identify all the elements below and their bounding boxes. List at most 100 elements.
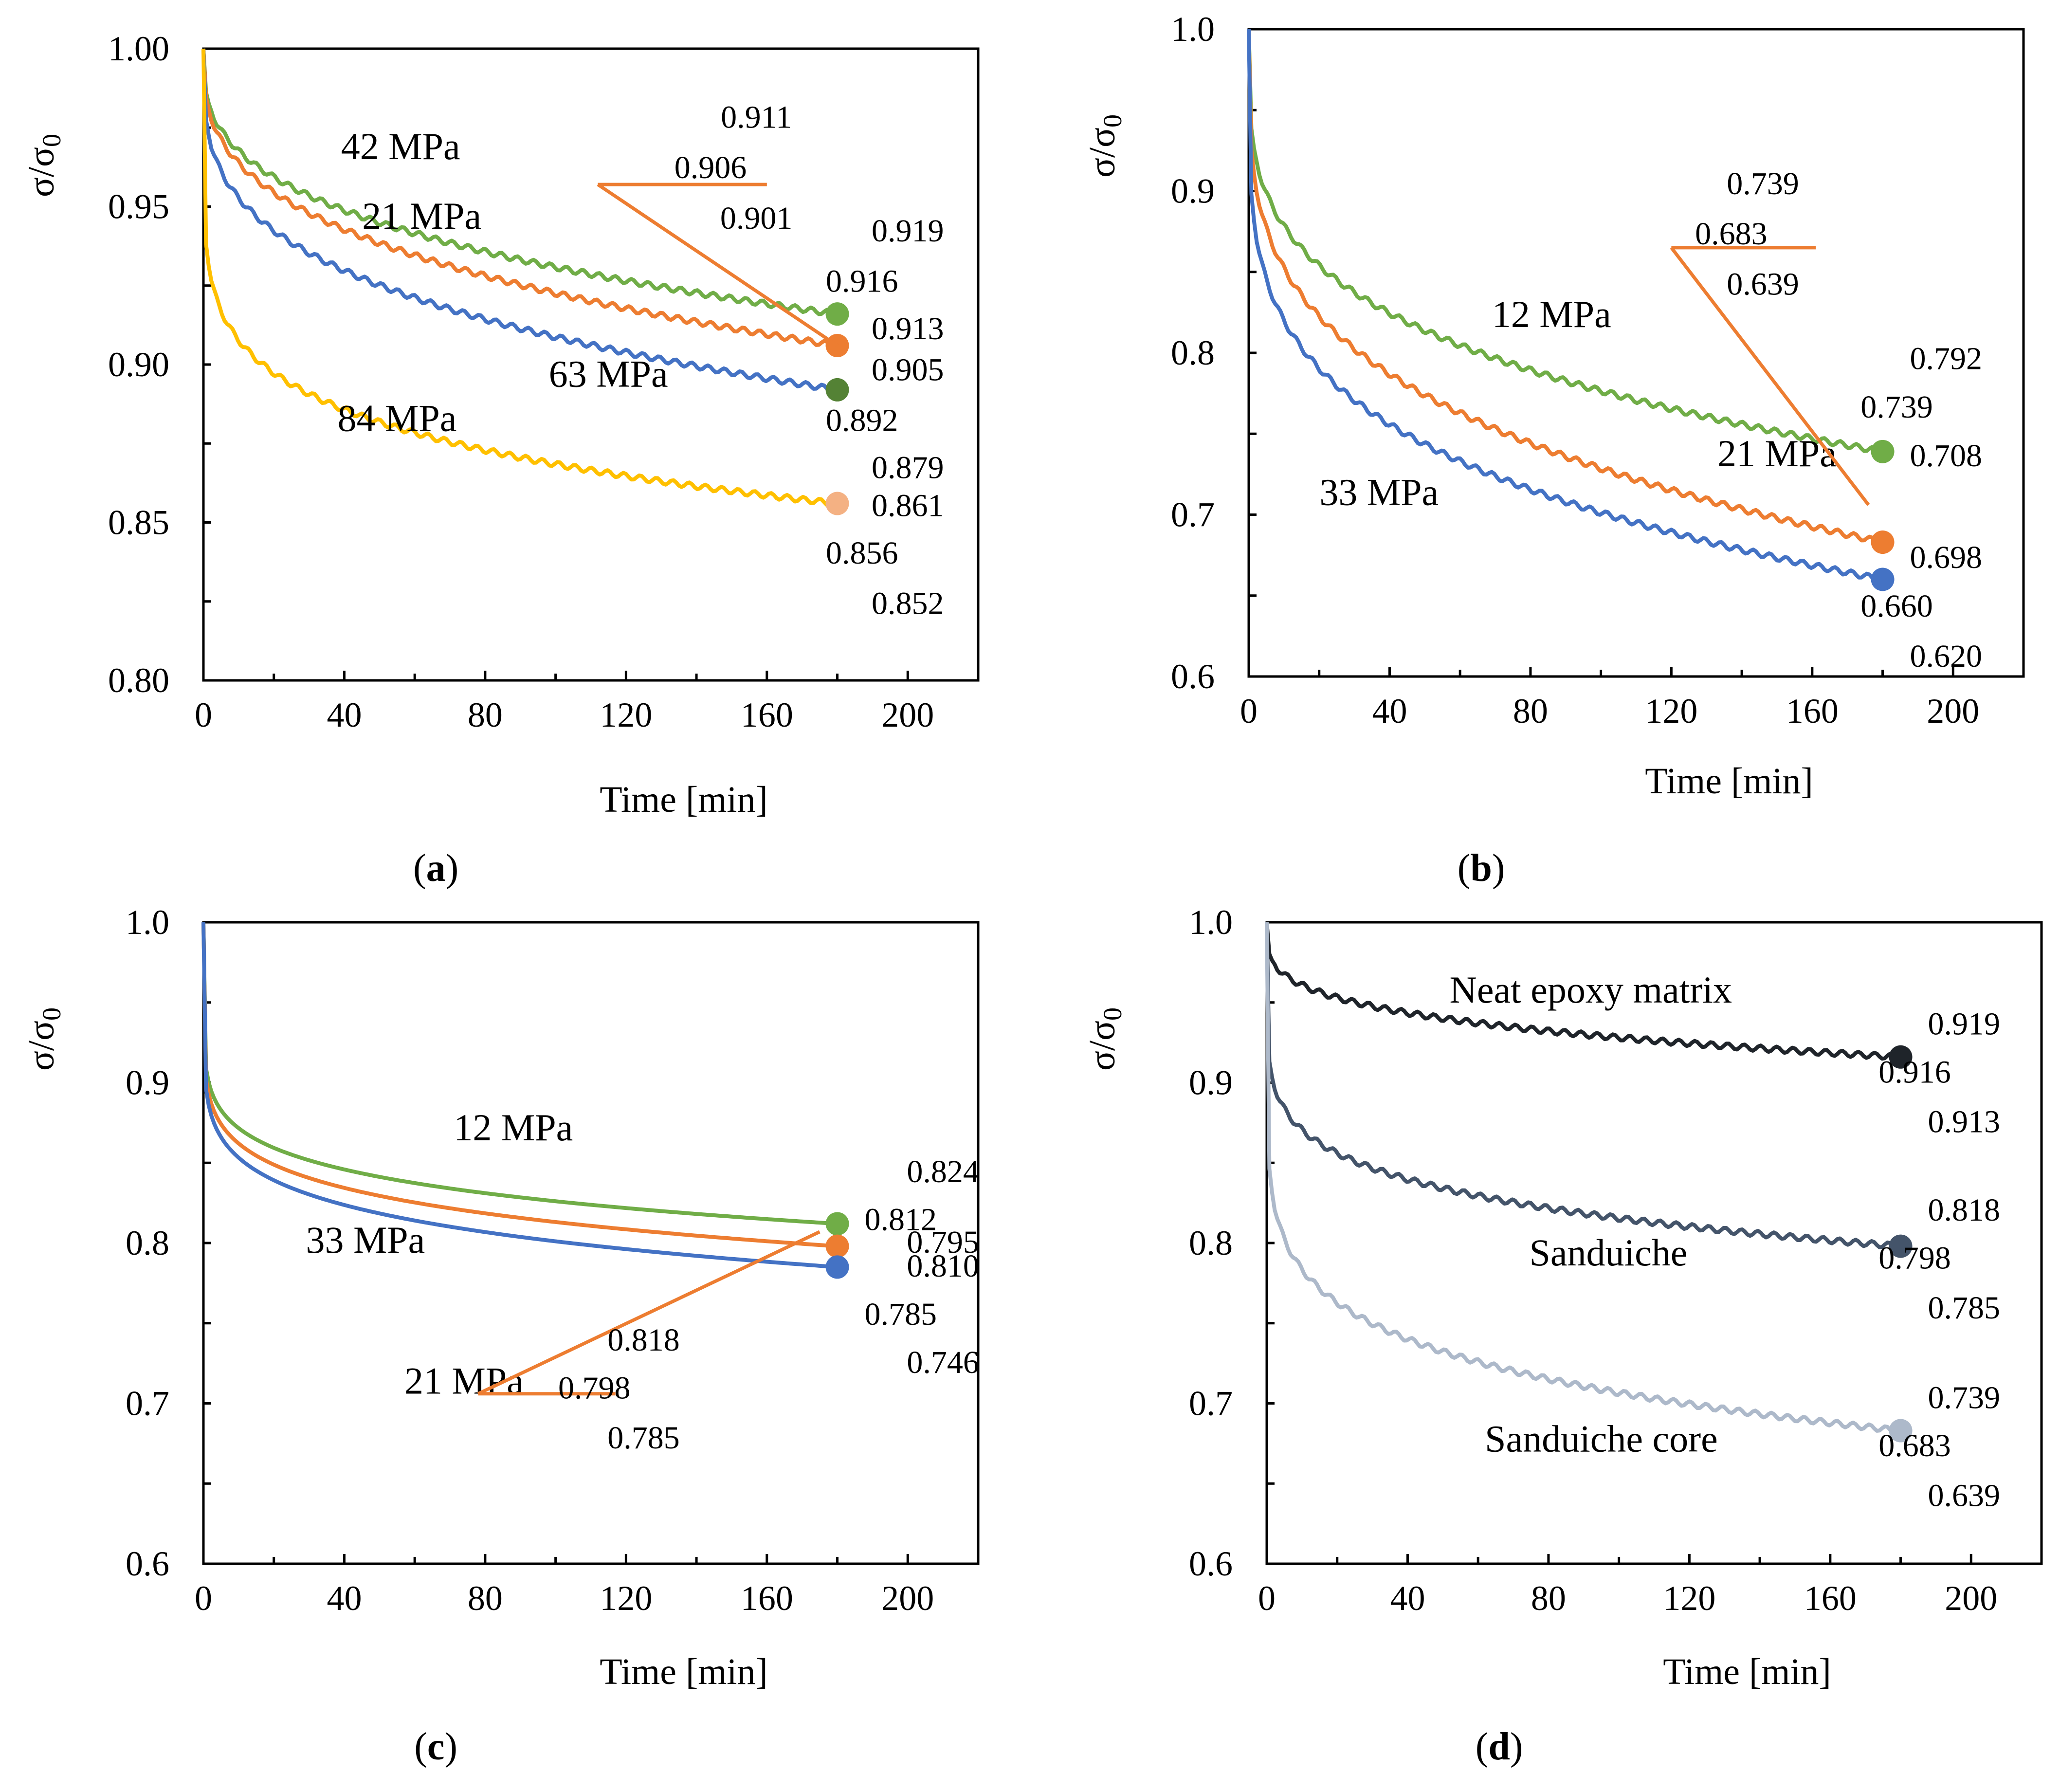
x-tick-label: 80	[1513, 692, 1548, 731]
x-axis-title: Time [min]	[1663, 1651, 1831, 1692]
x-tick-label: 200	[881, 1579, 934, 1618]
x-tick-label: 40	[327, 695, 362, 734]
series-label: Sanduiche core	[1485, 1417, 1718, 1460]
callout-line	[477, 1230, 820, 1395]
series-end-marker	[825, 1212, 849, 1236]
y-tick-label: 0.7	[126, 1384, 169, 1423]
callout-line	[1670, 246, 1870, 506]
x-tick-label: 160	[741, 1579, 793, 1618]
x-tick-label: 80	[468, 695, 503, 734]
value-label: 0.911	[721, 99, 792, 135]
x-tick-label: 40	[1390, 1579, 1425, 1618]
series-label: 42 MPa	[341, 125, 460, 167]
series-end-marker	[825, 378, 849, 402]
value-label: 0.916	[826, 264, 898, 299]
x-tick-label: 200	[1945, 1579, 1997, 1618]
x-tick-label: 160	[1804, 1579, 1857, 1618]
x-axis-title: Time [min]	[1645, 761, 1813, 802]
callout-line	[597, 183, 839, 347]
series-end-marker	[1871, 567, 1895, 591]
series-line	[201, 48, 838, 319]
value-label: 0.620	[1910, 639, 1983, 674]
series-line	[201, 922, 838, 1226]
panel-a: 0 40 80 120 160 200 0.80 0.85 0.90 0.95 1.00 Time […	[21, 29, 980, 890]
y-tick-label: 1.0	[1171, 10, 1215, 49]
y-tick-label: 0.8	[1189, 1224, 1233, 1262]
y-tick-label: 1.0	[126, 903, 169, 942]
panel-letter: d	[1488, 1725, 1510, 1768]
value-label: 0.708	[1910, 438, 1983, 474]
value-label: 0.746	[907, 1345, 979, 1380]
series-line	[1265, 922, 1901, 1061]
x-tick-label: 0	[1258, 1579, 1276, 1618]
x-tick-label: 120	[600, 695, 652, 734]
x-tick-label: 200	[1927, 692, 1979, 731]
y-tick-label: 0.9	[1189, 1063, 1233, 1102]
series-label: 21 MPa	[362, 195, 481, 237]
x-tick-label: 40	[327, 1579, 362, 1618]
series-line	[1265, 922, 1902, 1251]
x-tick-label: 0	[195, 695, 212, 734]
x-tick-label: 120	[1645, 692, 1697, 731]
series-label: 84 MPa	[338, 397, 457, 439]
value-label: 0.660	[1860, 588, 1933, 624]
value-label: 0.913	[1928, 1104, 2001, 1140]
x-tick-label: 120	[1663, 1579, 1715, 1618]
value-label: 0.683	[1878, 1428, 1951, 1463]
x-tick-label: 80	[468, 1579, 503, 1618]
y-tick-label: 0.7	[1189, 1384, 1233, 1423]
x-axis-title: Time [min]	[600, 779, 768, 820]
y-tick-label: 0.85	[108, 503, 169, 542]
series-end-marker	[825, 302, 849, 326]
series-label: 33 MPa	[306, 1219, 425, 1261]
series-line	[1265, 922, 1902, 1435]
series-end-marker	[1871, 530, 1895, 554]
x-tick-label: 200	[881, 695, 934, 734]
panel-b: 0 40 80 120 160 200 0.6 0.7 0.8 0.9 1.0 Time [min] σ…	[1082, 10, 2025, 890]
x-tick-label: 160	[741, 695, 793, 734]
series-label: Sanduiche	[1529, 1231, 1687, 1274]
value-label: 0.785	[1928, 1290, 2001, 1326]
series-line	[1247, 29, 1884, 583]
y-tick-label: 0.6	[1171, 657, 1215, 696]
series-line	[201, 48, 839, 394]
y-axis-title: σ/σ0	[1082, 1007, 1127, 1071]
y-axis-title: σ/σ0	[21, 134, 66, 197]
x-axis-title: Time [min]	[600, 1651, 768, 1692]
value-label: 0.798	[558, 1371, 631, 1406]
value-label: 0.852	[872, 586, 944, 622]
series-line	[1247, 29, 1883, 456]
value-label: 0.792	[1910, 341, 1983, 376]
series-line	[1247, 29, 1884, 546]
value-label: 0.916	[1878, 1055, 1951, 1090]
y-tick-label: 0.95	[108, 187, 169, 226]
y-tick-label: 0.80	[108, 661, 169, 700]
panel-c: 0 40 80 120 160 200 0.6 0.7 0.8 0.9 1.0 Time [min] σ…	[21, 903, 980, 1768]
value-label: 0.812	[865, 1202, 937, 1238]
x-tick-label: 80	[1531, 1579, 1566, 1618]
panel-label: (b)	[1458, 847, 1505, 890]
series-label: 12 MPa	[454, 1106, 573, 1149]
x-tick-label: 0	[195, 1579, 212, 1618]
value-label: 0.919	[872, 213, 944, 249]
panel-letter: a	[426, 847, 446, 890]
series-label: Neat epoxy matrix	[1450, 969, 1732, 1011]
value-label: 0.810	[907, 1248, 979, 1284]
y-tick-label: 0.9	[126, 1063, 169, 1102]
value-label: 0.901	[720, 201, 793, 236]
value-label: 0.739	[1860, 389, 1933, 425]
y-tick-label: 0.6	[126, 1544, 169, 1583]
value-label: 0.919	[1928, 1006, 2001, 1042]
panel-label: (c)	[414, 1725, 457, 1768]
series-end-marker	[825, 492, 849, 515]
x-tick-label: 120	[600, 1579, 652, 1618]
x-tick-label: 0	[1240, 692, 1258, 731]
series-end-marker	[825, 1255, 849, 1279]
value-label: 0.824	[907, 1154, 979, 1189]
value-label: 0.739	[1727, 166, 1799, 201]
series-line	[201, 922, 838, 1269]
value-label: 0.818	[607, 1322, 680, 1358]
series-end-marker	[1889, 1419, 1913, 1443]
y-tick-label: 0.7	[1171, 495, 1215, 534]
